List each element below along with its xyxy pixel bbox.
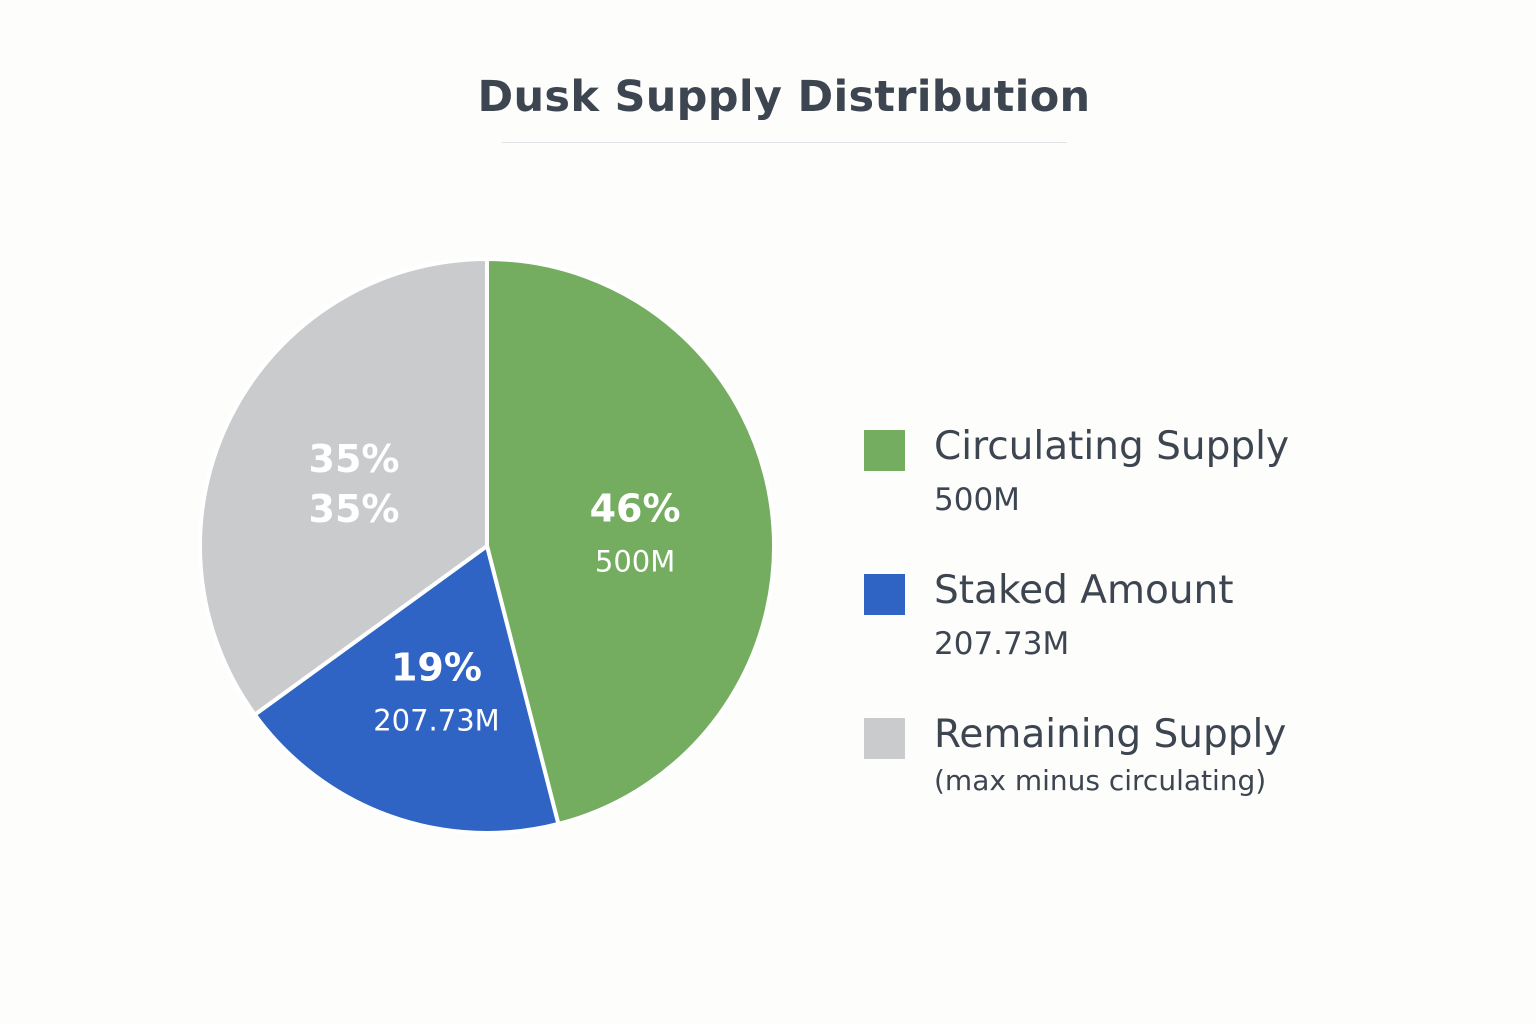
slice-percent-label-remaining-supply: 35% bbox=[309, 437, 400, 481]
legend-value-remaining-supply: (max minus circulating) bbox=[934, 764, 1267, 797]
legend-swatch-circulating-supply bbox=[864, 430, 905, 471]
pie-slice-staked-amount bbox=[252, 544, 561, 835]
title-divider bbox=[502, 142, 1067, 143]
slice-percent-label-staked-amount: 19% bbox=[391, 645, 482, 689]
legend-label-staked-amount: Staked Amount bbox=[934, 568, 1234, 613]
pie-slice-circulating-supply bbox=[485, 257, 776, 826]
legend-value-staked-amount: 207.73M bbox=[934, 626, 1070, 662]
legend-label-circulating-supply: Circulating Supply bbox=[934, 424, 1290, 469]
slice-value-label-remaining-supply: 35% bbox=[309, 487, 400, 531]
legend-swatch-remaining-supply bbox=[864, 718, 905, 759]
pie-slice-remaining-supply bbox=[198, 257, 489, 717]
legend-value-circulating-supply: 500M bbox=[934, 482, 1020, 518]
slice-value-label-staked-amount: 207.73M bbox=[373, 703, 500, 737]
legend-swatch-staked-amount bbox=[864, 574, 905, 615]
slice-percent-label-circulating-supply: 46% bbox=[590, 486, 681, 530]
chart-title: Dusk Supply Distribution bbox=[477, 72, 1091, 122]
slice-value-label-circulating-supply: 500M bbox=[595, 544, 675, 578]
legend-label-remaining-supply: Remaining Supply bbox=[934, 712, 1287, 757]
